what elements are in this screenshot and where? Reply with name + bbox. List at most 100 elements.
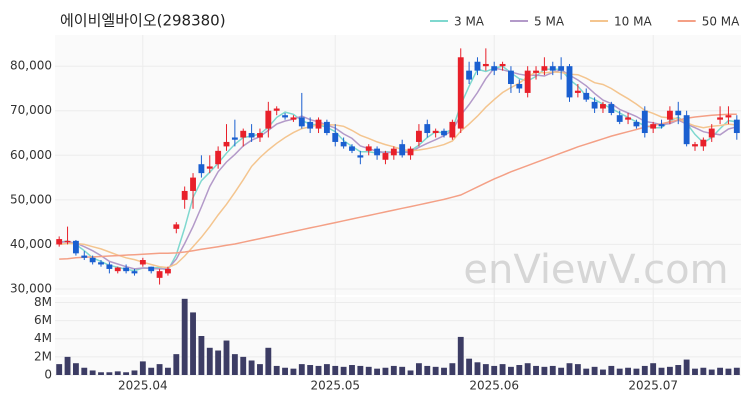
candle-body xyxy=(466,70,473,80)
volume-bar xyxy=(457,336,464,375)
volume-bar xyxy=(290,368,297,375)
price-panel xyxy=(55,35,741,295)
chart-title: 에이비엘바이오(298380) xyxy=(60,12,226,30)
volume-bar xyxy=(574,364,581,375)
candle-body xyxy=(491,66,498,71)
volume-bar xyxy=(733,367,740,375)
volume-bar xyxy=(658,367,665,375)
candle-body xyxy=(432,130,439,134)
candle-body xyxy=(499,63,506,67)
volume-bar xyxy=(98,372,104,375)
volume-bar xyxy=(215,350,222,375)
candle-body xyxy=(123,267,130,272)
volume-bar xyxy=(625,367,631,375)
volume-bar xyxy=(441,367,447,375)
volume-bar xyxy=(131,370,138,375)
volume-bar xyxy=(650,363,657,375)
y-tick-label: 50,000 xyxy=(10,192,52,206)
candle-body xyxy=(340,141,347,147)
volume-tick-label: 4M xyxy=(34,331,52,345)
candle-body xyxy=(240,130,247,138)
y-tick-label: 30,000 xyxy=(10,281,52,295)
volume-bar xyxy=(616,368,623,375)
candle-body xyxy=(725,115,732,118)
volume-bar xyxy=(566,363,573,375)
legend-label: 10 MA xyxy=(614,15,652,29)
candle-body xyxy=(608,104,615,113)
candle-body xyxy=(56,239,63,245)
volume-bar xyxy=(633,368,640,375)
volume-bar xyxy=(524,363,531,375)
candle-body xyxy=(600,104,606,109)
volume-bar xyxy=(608,365,615,375)
candle-body xyxy=(583,92,590,100)
volume-bar xyxy=(683,359,690,375)
volume-bar xyxy=(424,365,431,375)
volume-bar xyxy=(717,367,724,375)
volume-bar xyxy=(533,365,539,375)
candle-body xyxy=(72,240,79,254)
candle-body xyxy=(64,240,71,243)
volume-bar xyxy=(114,371,121,375)
volume-bar xyxy=(374,368,381,375)
volume-bar xyxy=(64,356,71,375)
volume-bar xyxy=(675,365,682,375)
volume-bar xyxy=(583,368,590,375)
candle-body xyxy=(332,133,339,142)
candle-body xyxy=(257,133,263,138)
volume-bar xyxy=(340,366,347,375)
volume-bar xyxy=(123,372,130,375)
watermark: enViewV.com xyxy=(463,247,728,293)
volume-bar xyxy=(148,367,155,375)
candle-body xyxy=(114,267,121,272)
candle-body xyxy=(457,57,464,129)
volume-bar xyxy=(508,366,514,375)
y-tick-label: 60,000 xyxy=(10,148,52,162)
volume-bar xyxy=(139,361,146,375)
candle-body xyxy=(374,148,381,156)
y-tick-label: 70,000 xyxy=(10,103,52,117)
volume-bar xyxy=(181,298,188,375)
candle-body xyxy=(533,70,539,73)
volume-bar xyxy=(323,364,330,375)
volume-bar xyxy=(248,360,255,375)
volume-bar xyxy=(432,366,439,375)
candle-body xyxy=(633,121,640,127)
volume-bar xyxy=(198,336,205,375)
volume-bar xyxy=(257,364,263,375)
candle-body xyxy=(248,133,255,138)
candle-body xyxy=(349,146,355,151)
volume-bar xyxy=(516,365,523,375)
volume-bar xyxy=(265,347,272,375)
candle-body xyxy=(231,137,238,140)
volume-bar xyxy=(399,366,406,375)
candle-body xyxy=(641,110,648,134)
candle-body xyxy=(298,117,305,127)
y-tick-label: 40,000 xyxy=(10,237,52,251)
volume-bar xyxy=(106,372,113,375)
candle-body xyxy=(415,130,422,142)
volume-bar xyxy=(349,365,355,375)
volume-bar xyxy=(407,370,414,375)
y-tick-label: 80,000 xyxy=(10,59,52,73)
candle-body xyxy=(206,166,213,169)
volume-tick-label: 8M xyxy=(34,295,52,309)
candle-body xyxy=(591,101,598,109)
volume-bar xyxy=(315,365,322,375)
volume-bar xyxy=(725,368,732,375)
candle-body xyxy=(89,257,96,263)
volume-bar xyxy=(56,364,63,375)
candle-body xyxy=(390,148,397,156)
volume-bar xyxy=(449,363,456,375)
candle-body xyxy=(98,262,104,265)
candle-body xyxy=(508,70,514,85)
candle-body xyxy=(198,164,205,174)
volume-bar xyxy=(282,367,288,375)
candle-body xyxy=(700,139,707,147)
candle-body xyxy=(190,177,196,191)
candle-body xyxy=(616,115,623,122)
volume-bar xyxy=(365,366,372,375)
volume-bar xyxy=(89,370,96,375)
candle-body xyxy=(323,121,330,134)
